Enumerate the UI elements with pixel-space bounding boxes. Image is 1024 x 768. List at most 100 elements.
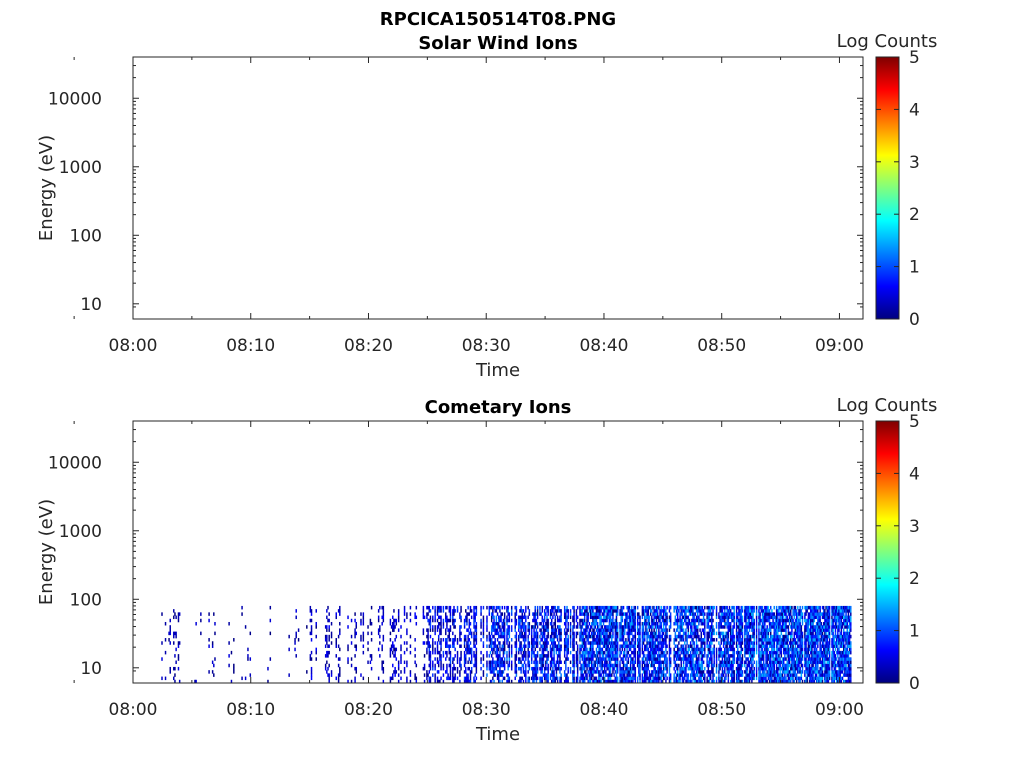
spectrogram-cell: [739, 663, 741, 668]
spectrogram-cell: [527, 641, 529, 645]
spectrogram-cell: [628, 605, 631, 610]
spectrogram-cell: [675, 628, 678, 632]
spectrogram-cell: [494, 609, 496, 613]
spectrogram-cell: [593, 660, 595, 665]
spectrogram-cell: [751, 625, 753, 629]
spectrogram-cell: [656, 612, 659, 616]
spectrogram-cell: [539, 679, 541, 684]
spectrogram-cell: [354, 679, 356, 684]
spectrogram-cell: [532, 618, 534, 623]
spectrogram-cell: [740, 644, 743, 648]
spectrogram-cell: [492, 621, 494, 626]
spectrogram-cell: [328, 644, 330, 648]
spectrogram-cell: [665, 657, 667, 661]
spectrogram-cell: [442, 605, 445, 610]
spectrogram-cell: [585, 660, 587, 665]
spectrogram-cell: [339, 631, 341, 636]
spectrogram-cell: [602, 641, 605, 645]
spectrogram-cell: [658, 634, 660, 639]
spectrogram-cell: [720, 618, 723, 623]
spectrogram-cell: [684, 650, 686, 655]
spectrogram-cell: [728, 605, 731, 610]
spectrogram-cell: [685, 621, 687, 626]
spectrogram-cell: [541, 676, 544, 681]
spectrogram-cell: [525, 679, 527, 684]
spectrogram-cell: [727, 666, 730, 671]
spectrogram-cell: [599, 638, 601, 642]
spectrogram-cell: [693, 631, 695, 636]
spectrogram-cell: [622, 631, 625, 636]
spectrogram-cell: [638, 641, 640, 645]
spectrogram-cell: [560, 615, 562, 620]
spectrogram-cell: [680, 621, 682, 626]
spectrogram-cell: [622, 650, 625, 655]
spectrogram-cell: [490, 615, 493, 620]
spectrogram-cell: [625, 618, 627, 623]
spectrogram-cell: [507, 609, 509, 613]
spectrogram-cell: [381, 621, 383, 626]
spectrogram-cell: [694, 650, 697, 655]
spectrogram-cell: [769, 654, 772, 658]
spectrogram-cell: [161, 676, 163, 681]
spectrogram-cell: [615, 663, 618, 668]
spectrogram-cell: [600, 657, 602, 661]
spectrogram-cell: [467, 676, 469, 681]
spectrogram-cell: [532, 644, 534, 648]
spectrogram-cell: [706, 621, 708, 626]
spectrogram-cell: [602, 634, 605, 639]
spectrogram-cell: [636, 615, 639, 620]
spectrogram-cell: [543, 615, 546, 620]
spectrogram-cell: [713, 654, 715, 658]
spectrogram-cell: [676, 663, 679, 668]
spectrogram-cell: [539, 612, 541, 616]
spectrogram-cell: [615, 654, 618, 658]
spectrogram-cell: [622, 634, 625, 639]
spectrogram-cell: [496, 663, 499, 668]
spectrogram-cell: [556, 605, 559, 610]
spectrogram-cell: [649, 605, 652, 610]
spectrogram-cell: [563, 679, 566, 684]
spectrogram-cell: [330, 621, 333, 626]
spectrogram-cell: [465, 618, 467, 623]
spectrogram-cell: [600, 618, 602, 623]
spectrogram-cell: [533, 673, 535, 677]
spectrogram-cell: [392, 621, 394, 626]
spectrogram-cell: [751, 666, 753, 671]
spectrogram-cell: [660, 644, 662, 648]
spectrogram-cell: [694, 654, 697, 658]
spectrogram-cell: [762, 663, 765, 668]
spectrogram-cell: [503, 650, 506, 655]
spectrogram-cell: [726, 644, 728, 648]
spectrogram-cell: [680, 634, 682, 639]
spectrogram-cell: [607, 679, 609, 684]
spectrogram-cell: [496, 657, 499, 661]
spectrogram-cell: [493, 670, 495, 674]
spectrogram-cell: [666, 634, 668, 639]
spectrogram-cell: [486, 638, 488, 642]
spectrogram-cell: [746, 647, 748, 652]
spectrogram-cell: [567, 612, 569, 616]
spectrogram-cell: [749, 670, 752, 674]
spectrogram-cell: [395, 647, 398, 652]
spectrogram-cell: [588, 641, 591, 645]
spectrogram-cell: [764, 621, 766, 626]
spectrogram-cell: [772, 621, 774, 626]
spectrogram-cell: [601, 605, 604, 610]
spectrogram-cell: [382, 612, 385, 616]
spectrogram-cell: [452, 638, 454, 642]
spectrogram-cell: [691, 657, 693, 661]
spectrogram-cell: [633, 612, 635, 616]
spectrogram-cell: [500, 631, 502, 636]
spectrogram-cell: [409, 644, 412, 648]
spectrogram-cell: [699, 609, 701, 613]
spectrogram-cell: [692, 650, 694, 655]
spectrogram-cell: [230, 679, 233, 684]
spectrogram-cell: [641, 605, 644, 610]
spectrogram-cell: [547, 679, 549, 684]
spectrogram-cell: [660, 663, 662, 668]
spectrogram-cell: [665, 612, 667, 616]
spectrogram-cell: [490, 679, 493, 684]
spectrogram-cell: [682, 647, 685, 652]
spectrogram-cell: [766, 660, 768, 665]
spectrogram-cell: [576, 663, 579, 668]
